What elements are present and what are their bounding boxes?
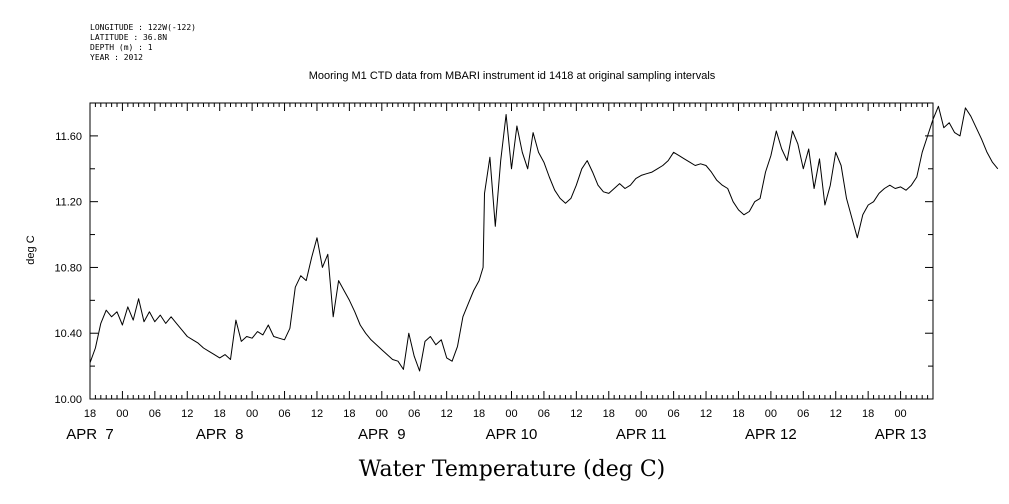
- x-day-label: APR 10: [486, 426, 538, 443]
- x-hour-label: 00: [765, 408, 777, 420]
- meta-depth: DEPTH (m) : 1: [90, 43, 153, 52]
- x-hour-label: 06: [797, 408, 809, 420]
- x-hour-label: 18: [84, 408, 96, 420]
- y-tick-label: 10.40: [54, 328, 82, 340]
- x-hour-label: 00: [894, 408, 906, 420]
- x-axis: 18 00 06 12 18 00 06 12 18 00 06 12 18 00 06 12 18 00 06 12…: [66, 103, 934, 443]
- x-day-label: APR 7: [66, 426, 114, 443]
- series-line: [89, 105, 999, 372]
- x-hour-label: 12: [311, 408, 323, 420]
- x-hour-label: 06: [408, 408, 420, 420]
- metadata-block: LONGITUDE : 122W(-122) LATITUDE : 36.8N …: [90, 23, 196, 62]
- x-day-label: APR 11: [616, 426, 667, 443]
- meta-year: YEAR : 2012: [90, 53, 143, 62]
- x-hour-label: 18: [862, 408, 874, 420]
- y-tick-label: 11.60: [55, 131, 82, 143]
- x-axis-label: Water Temperature (deg C): [359, 457, 666, 482]
- x-hour-label: 12: [441, 408, 453, 420]
- y-tick-label: 11.20: [55, 197, 82, 209]
- x-day-label: APR 12: [745, 426, 797, 443]
- x-hour-label: 06: [149, 408, 161, 420]
- chart-title: Mooring M1 CTD data from MBARI instrumen…: [309, 70, 716, 82]
- x-hour-label: 00: [505, 408, 517, 420]
- x-day-label: APR 9: [358, 426, 406, 443]
- x-hour-label: 18: [343, 408, 355, 420]
- x-hour-label: 00: [635, 408, 647, 420]
- y-tick-label: 10.00: [54, 394, 82, 406]
- x-hour-label: 12: [181, 408, 193, 420]
- x-hour-label: 00: [116, 408, 128, 420]
- y-tick-label: 10.80: [54, 262, 82, 274]
- x-hour-label: 18: [214, 408, 226, 420]
- plot-frame: [89, 102, 934, 400]
- x-hour-label: 12: [570, 408, 582, 420]
- x-hour-label: 18: [603, 408, 615, 420]
- x-hour-label: 18: [473, 408, 485, 420]
- x-day-label: APR 13: [875, 426, 927, 443]
- meta-latitude: LATITUDE : 36.8N: [90, 33, 167, 42]
- x-hour-label: 00: [376, 408, 388, 420]
- x-day-label: APR 8: [196, 426, 244, 443]
- x-hour-label: 06: [278, 408, 290, 420]
- x-hour-label: 00: [246, 408, 258, 420]
- series-group: [89, 105, 999, 372]
- meta-longitude: LONGITUDE : 122W(-122): [90, 23, 196, 32]
- y-axis: 10.00 10.40 10.80 11.20 11.60: [54, 102, 933, 406]
- y-axis-label: deg C: [25, 235, 37, 264]
- x-hour-label: 12: [830, 408, 842, 420]
- x-hour-label: 18: [732, 408, 744, 420]
- x-hour-label: 12: [700, 408, 712, 420]
- x-hour-label: 06: [538, 408, 550, 420]
- x-hour-label: 06: [667, 408, 679, 420]
